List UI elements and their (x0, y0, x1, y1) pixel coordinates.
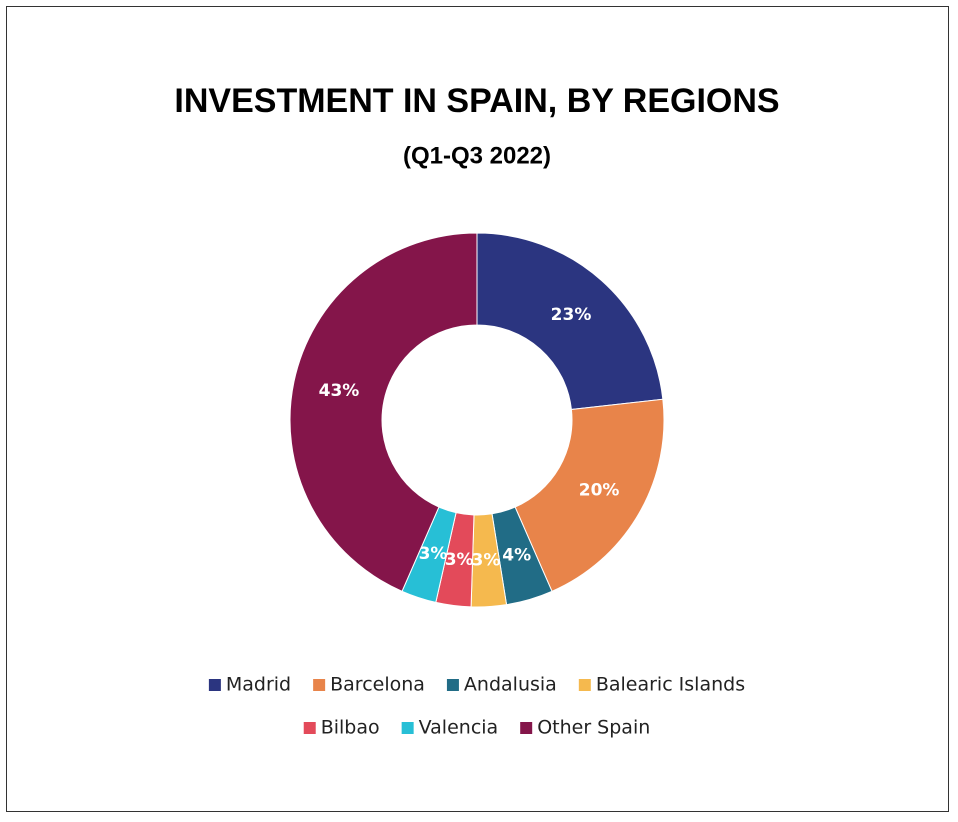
legend-label: Other Spain (537, 717, 650, 739)
data-label: 3% (419, 544, 448, 564)
legend-label: Balearic Islands (596, 674, 745, 696)
legend-swatch (520, 722, 533, 734)
legend-swatch (578, 679, 591, 691)
data-label: 43% (319, 381, 360, 401)
legend-swatch (208, 679, 221, 691)
legend-label: Andalusia (464, 674, 557, 696)
data-label: 23% (551, 305, 592, 325)
legend-label: Valencia (419, 717, 499, 739)
legend-swatch (303, 722, 316, 734)
data-label: 20% (579, 481, 620, 501)
donut-slice (289, 232, 478, 592)
legend-label: Madrid (226, 674, 291, 696)
legend-label: Barcelona (330, 674, 425, 696)
legend-swatch (446, 679, 459, 691)
data-label: 3% (445, 550, 474, 570)
chart-subtitle: (Q1-Q3 2022) (403, 142, 551, 169)
legend-swatch (313, 679, 326, 691)
data-label: 3% (472, 551, 501, 571)
donut-slice (476, 232, 664, 411)
legend-swatch (401, 722, 414, 734)
chart-title: INVESTMENT IN SPAIN, BY REGIONS (174, 82, 779, 120)
data-label: 4% (502, 545, 531, 565)
legend-label: Bilbao (321, 717, 380, 739)
frame (6, 6, 949, 812)
donut-slice (514, 398, 665, 592)
